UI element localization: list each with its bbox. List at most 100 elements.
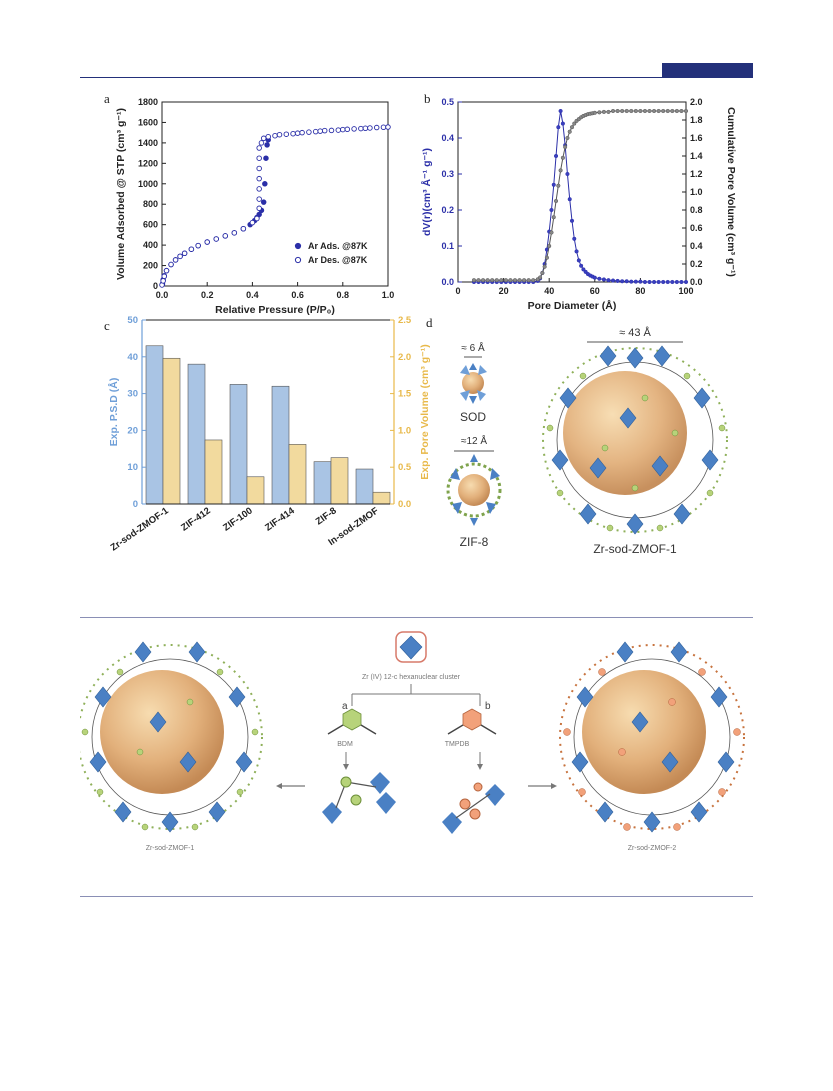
desorption-point <box>373 124 380 131</box>
legend-label: Ar Ads. @87K <box>308 241 368 251</box>
desorption-point <box>335 127 342 133</box>
dv-point <box>661 279 666 285</box>
cumulative-point <box>547 243 552 249</box>
arrow-head-right <box>551 783 557 789</box>
cumulative-point <box>592 110 597 115</box>
cumulative-point <box>549 230 554 235</box>
y-axis-label-right: Exp. Pore Volume (cm³ g⁻¹) <box>419 344 431 479</box>
y-axis-label-left: Exp. P.S.D (Å) <box>107 378 120 447</box>
cumulative-point <box>526 278 531 283</box>
desorption-point <box>256 165 262 172</box>
x-tick-label: 100 <box>678 286 693 296</box>
y-tick-label-right: 0.0 <box>398 499 411 510</box>
desorption-point <box>256 175 262 182</box>
zr-sod-zmof-1-framework-icon <box>80 641 263 833</box>
legend-marker <box>294 256 302 264</box>
cumulative-point <box>485 278 490 283</box>
cumulative-point <box>499 278 504 283</box>
y-tick-label-right: 0.2 <box>690 259 703 269</box>
dv-line <box>473 110 686 283</box>
cumulative-point <box>471 278 477 283</box>
desorption-point <box>213 236 219 242</box>
tmpdb-label: TMPDB <box>445 741 470 748</box>
section-rule-top <box>80 617 753 618</box>
desorption-point <box>188 246 195 252</box>
y-tick-label: 800 <box>143 199 158 209</box>
dv-point <box>565 171 570 177</box>
arrow-head-left <box>276 783 282 789</box>
pore-volume-bar <box>288 444 307 505</box>
bdm-linker-icon <box>327 708 377 735</box>
y-tick-label-right: 1.0 <box>398 425 411 436</box>
cumulative-point <box>558 168 563 173</box>
desorption-point <box>240 226 247 232</box>
zif8-size-label: ≈12 Å <box>461 434 487 447</box>
y-tick-label-left: 0.1 <box>441 241 454 251</box>
dv-point <box>553 153 559 159</box>
pore-volume-bar <box>162 357 181 505</box>
y-axis-label-left: dV(r)(cm³ Å⁻¹ g⁻¹) <box>420 148 433 236</box>
category-label: ZIF-412 <box>179 505 213 533</box>
dv-point <box>572 236 577 241</box>
cumulative-point <box>597 110 602 115</box>
cumulative-point <box>551 215 556 220</box>
adsorption-point <box>264 142 270 148</box>
desorption-point <box>177 253 183 260</box>
dv-point <box>670 279 675 285</box>
cumulative-line <box>473 110 686 281</box>
arrow-head-down-b <box>477 764 483 770</box>
desorption-point <box>344 126 351 133</box>
desorption-point <box>222 233 229 239</box>
pore-volume-bar <box>204 439 223 505</box>
dv-point <box>601 277 606 282</box>
dv-point <box>558 108 563 114</box>
legend-marker <box>294 242 302 250</box>
right-framework-label: Zr-sod-ZMOF-2 <box>628 845 677 852</box>
dv-point <box>679 279 684 285</box>
x-tick-label: 80 <box>635 286 645 296</box>
fragment-a-icon <box>322 772 396 824</box>
cumulative-point <box>517 278 522 283</box>
branch-a-label: a <box>342 701 348 712</box>
cumulative-point <box>476 278 481 283</box>
plot-frame <box>161 101 389 287</box>
desorption-point <box>299 129 305 136</box>
desorption-point <box>265 134 271 140</box>
y-tick-label: 0 <box>153 281 158 291</box>
cumulative-point <box>556 183 561 188</box>
category-label: ZIF-8 <box>314 505 339 527</box>
dv-point <box>581 267 586 272</box>
dv-point <box>652 279 657 285</box>
x-tick-label: 0.6 <box>291 290 304 300</box>
cumulative-point <box>553 198 559 204</box>
y-axis-label-right: Cumulative Pore Volume (cm³ g⁻¹) <box>725 107 737 277</box>
y-tick-label-left: 40 <box>127 352 138 363</box>
cumulative-point <box>522 278 527 283</box>
cumulative-point <box>652 108 657 114</box>
bdm-label: BDM <box>337 741 353 748</box>
y-tick-label-left: 0.5 <box>441 97 454 107</box>
category-label: Zr-sod-ZMOF-1 <box>109 505 172 553</box>
dv-point <box>629 279 634 284</box>
y-tick-label: 1000 <box>138 179 158 189</box>
x-tick-label: 0.8 <box>337 290 350 300</box>
dv-point <box>624 279 629 284</box>
dv-point <box>597 276 602 281</box>
pore-comparison-bar-chart: Zr-sod-ZMOF-1 ZIF-412 ZIF-100 ZIF-414 ZIF-8I… <box>107 315 431 554</box>
cumulative-point <box>569 125 575 130</box>
pore-volume-bar <box>330 457 349 505</box>
y-tick-label-right: 0.5 <box>398 462 412 473</box>
fragment-b-icon <box>442 782 505 834</box>
dv-point <box>647 279 652 285</box>
cumulative-point <box>481 278 486 283</box>
y-axis-label: Volume Adsorbed @ STP (cm³ g⁻¹) <box>115 108 127 280</box>
x-tick-label: 1.0 <box>382 290 395 300</box>
category-label: ZIF-100 <box>221 505 255 533</box>
y-tick-label-left: 0.2 <box>441 205 454 215</box>
desorption-point <box>340 126 346 133</box>
zr-sod-zmof-2-framework-icon <box>559 641 745 833</box>
y-tick-label-left: 50 <box>127 315 138 326</box>
dv-point <box>615 278 620 283</box>
cumulative-point <box>531 278 536 283</box>
cumulative-point <box>601 109 606 114</box>
